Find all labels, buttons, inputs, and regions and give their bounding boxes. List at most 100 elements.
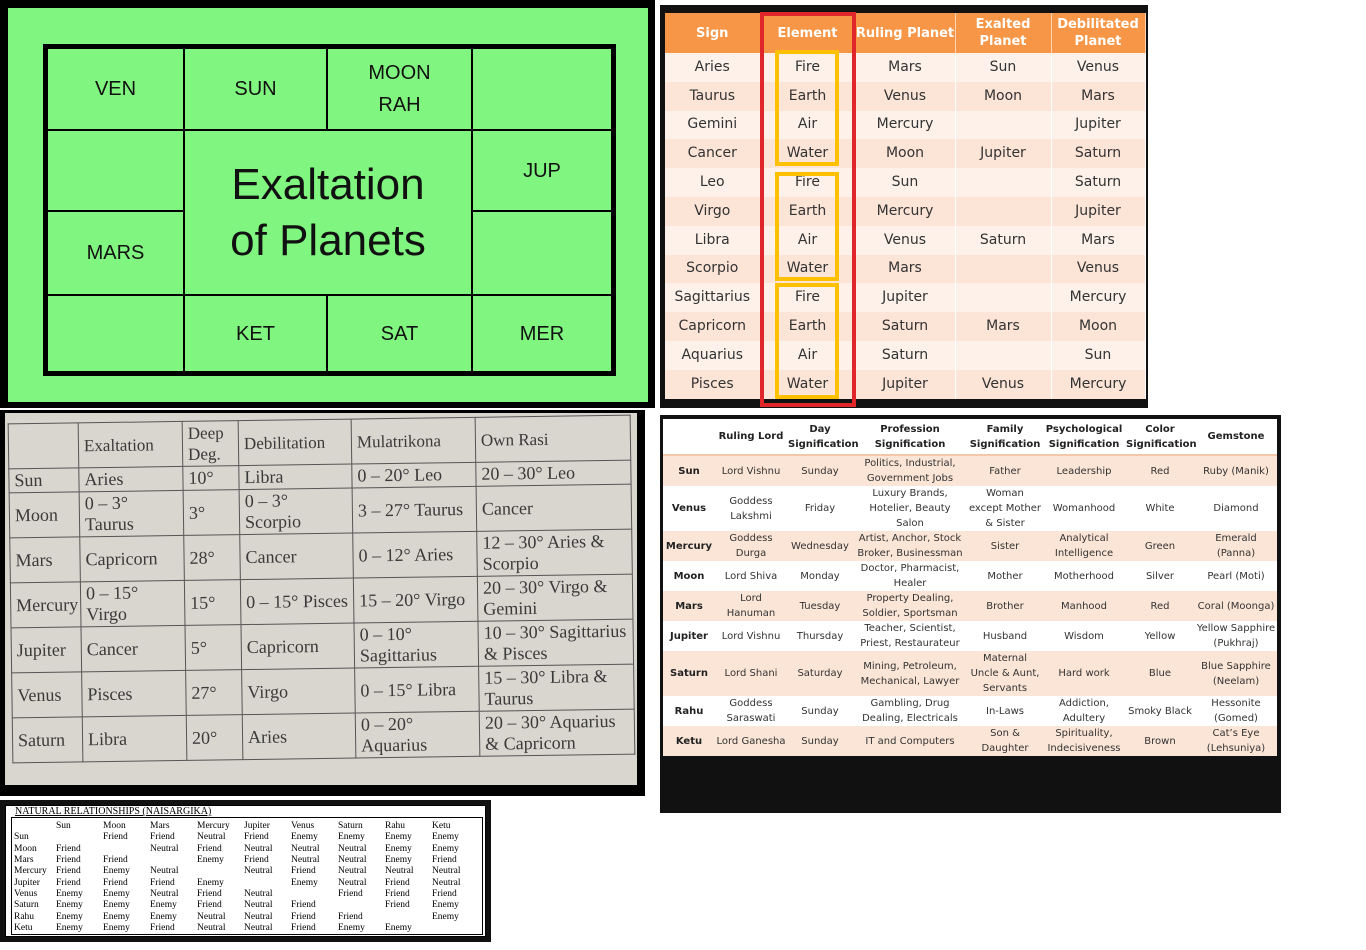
table-cell: Enemy bbox=[432, 832, 459, 843]
table-cell: Enemy bbox=[56, 922, 83, 933]
table-cell: In-Laws bbox=[986, 705, 1024, 717]
table-cell: Friend bbox=[103, 832, 128, 843]
table-cell: Lord Vishnu bbox=[715, 455, 787, 486]
table-cell: Sun bbox=[663, 455, 715, 486]
table-cell: Mars bbox=[855, 254, 956, 284]
table-cell: Saturn bbox=[14, 900, 39, 911]
table-cell: Enemy bbox=[385, 855, 412, 866]
table-cell: Enemy bbox=[103, 866, 130, 877]
house-cell bbox=[47, 295, 184, 372]
table-cell: Mercury bbox=[1051, 369, 1146, 399]
table-cell: White bbox=[1145, 503, 1175, 514]
table-cell: Jupiter bbox=[855, 283, 956, 313]
table-cell: Sun bbox=[14, 832, 29, 843]
house-cell: JUP bbox=[472, 130, 612, 211]
table-cell: Friend bbox=[385, 900, 410, 911]
column-header: Debilitation bbox=[238, 419, 352, 466]
element-group-highlight bbox=[775, 172, 839, 281]
relationships-title: NATURAL RELATIONSHIPS (NAISARGIKA) bbox=[15, 806, 212, 817]
table-cell: Motherhood bbox=[1053, 570, 1114, 582]
table-row: Ketu Lord Ganesha Sunday IT and Computers So… bbox=[663, 726, 1277, 756]
table-cell: Friend bbox=[432, 855, 457, 866]
table-cell: 28° bbox=[183, 534, 241, 581]
planet-signification-panel: Ruling Lord Day Signification Profession S… bbox=[660, 415, 1281, 813]
chart-background: VEN SUN MOON RAH Exaltation of Planets JUP… bbox=[8, 8, 648, 402]
column-header: Mars bbox=[150, 821, 170, 832]
table-cell: Sister bbox=[967, 531, 1043, 561]
table-cell: Wisdom bbox=[1064, 630, 1104, 642]
relationships-frame bbox=[11, 817, 483, 935]
column-header: Ruling Lord bbox=[715, 419, 787, 456]
element-group-highlight bbox=[775, 283, 839, 399]
table-cell: 20 – 30° Virgo & Gemini bbox=[477, 574, 633, 622]
table-cell: Lord Vishnu bbox=[721, 630, 781, 642]
table-cell: Mercury bbox=[855, 110, 956, 140]
table-row: Sun Friend Friend Neutral Friend Enemy Enemy En… bbox=[14, 832, 480, 843]
table-row: Moon Lord Shiva Monday Doctor, Pharmacist, … bbox=[663, 561, 1277, 591]
sign-element-table: Sign Element Ruling Planet Exalted Planet De… bbox=[665, 13, 1146, 399]
table-cell: Venus bbox=[1051, 254, 1146, 284]
house-cell bbox=[472, 211, 612, 295]
table-cell: Enemy bbox=[385, 843, 412, 854]
table-cell: Saturn bbox=[12, 716, 83, 763]
table-cell: Brown bbox=[1125, 726, 1195, 756]
table-cell: Mercury bbox=[10, 581, 82, 628]
table-cell: Friend bbox=[150, 877, 175, 888]
table-cell: Friend bbox=[197, 888, 222, 899]
table-cell: Venus bbox=[1051, 53, 1146, 82]
table-cell: Mars bbox=[663, 591, 715, 621]
table-cell: 15 – 30° Libra & Taurus bbox=[478, 664, 635, 712]
table-cell: Diamond bbox=[1213, 503, 1259, 514]
table-cell: Pisces bbox=[81, 670, 187, 717]
table-cell: Enemy bbox=[385, 922, 412, 933]
table-cell: Gemini bbox=[665, 110, 761, 140]
table-cell bbox=[432, 923, 480, 934]
column-header: Element bbox=[760, 13, 856, 53]
table-cell: Teacher, Scientist, Priest, Restaurateur bbox=[860, 623, 960, 649]
table-cell: Saturday bbox=[787, 651, 853, 696]
column-header bbox=[8, 422, 79, 469]
table-cell: Libra bbox=[82, 715, 187, 762]
table-cell: Venus bbox=[14, 888, 38, 899]
table-cell bbox=[244, 877, 291, 888]
table-cell: Maternal Uncle & Aunt, Servants bbox=[967, 651, 1043, 696]
table-cell: Enemy bbox=[432, 900, 459, 911]
planet-dignity-table: Exaltation Deep Deg. Debilitation Mulatriko… bbox=[8, 415, 636, 764]
column-header: Sign bbox=[665, 13, 761, 53]
table-cell: Artist, Anchor, Stock Broker, Businessma… bbox=[853, 531, 967, 561]
table-cell: Neutral bbox=[150, 843, 179, 854]
table-cell: Mining, Petroleum, Mechanical, Lawyer bbox=[853, 651, 967, 696]
table-cell: Venus bbox=[955, 369, 1052, 399]
table-cell: Sun bbox=[955, 53, 1052, 82]
natural-relationships-panel: NATURAL RELATIONSHIPS (NAISARGIKA) Sun Mo… bbox=[0, 800, 491, 942]
table-cell: Leo bbox=[665, 168, 761, 197]
house-cell: KET bbox=[184, 295, 327, 372]
table-cell: Enemy bbox=[385, 832, 412, 843]
table-cell: Mercury bbox=[663, 531, 715, 561]
table-cell bbox=[197, 866, 244, 877]
table-cell: Luxury Brands, Hotelier, Beauty Salon bbox=[869, 488, 951, 529]
column-header: Exalted Planet bbox=[955, 13, 1052, 53]
table-cell: Blue bbox=[1125, 651, 1195, 696]
table-cell: Pisces bbox=[665, 369, 761, 399]
column-header: Mulatrikona bbox=[351, 417, 476, 465]
relationships-page: NATURAL RELATIONSHIPS (NAISARGIKA) Sun Mo… bbox=[5, 805, 486, 937]
column-header bbox=[14, 821, 56, 832]
table-cell bbox=[955, 168, 1052, 197]
table-cell: Enemy bbox=[103, 922, 130, 933]
table-cell: Scorpio bbox=[665, 254, 761, 284]
table-cell: 10 – 30° Sagittarius & Pisces bbox=[477, 619, 634, 667]
planet-label: JUP bbox=[523, 159, 561, 182]
table-row: Mars Lord Hanuman Tuesday Property Dealing,… bbox=[663, 591, 1277, 621]
table-cell bbox=[955, 196, 1052, 226]
table-cell bbox=[955, 110, 1052, 140]
table-cell: Aries bbox=[242, 713, 356, 760]
table-cell: Neutral bbox=[197, 911, 226, 922]
table-cell: 0 – 20° Leo bbox=[351, 462, 477, 489]
table-cell bbox=[955, 340, 1052, 370]
table-cell bbox=[338, 900, 385, 911]
table-cell: Jupiter bbox=[1051, 110, 1146, 140]
table-cell: Friend bbox=[385, 888, 410, 899]
planet-label: MARS bbox=[86, 242, 145, 264]
column-header: Exaltation bbox=[78, 421, 183, 468]
